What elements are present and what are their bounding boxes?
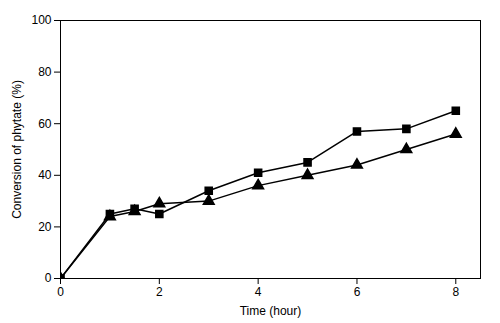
svg-text:0: 0 <box>57 285 64 299</box>
svg-text:40: 40 <box>38 168 52 182</box>
svg-text:60: 60 <box>38 117 52 131</box>
svg-text:80: 80 <box>38 65 52 79</box>
svg-text:Time (hour): Time (hour) <box>240 304 302 318</box>
svg-text:4: 4 <box>255 285 262 299</box>
svg-text:20: 20 <box>38 220 52 234</box>
svg-text:6: 6 <box>354 285 361 299</box>
svg-text:Conversion of phytate (%): Conversion of phytate (%) <box>10 80 24 219</box>
svg-text:8: 8 <box>452 285 459 299</box>
svg-text:100: 100 <box>31 13 51 27</box>
svg-text:2: 2 <box>156 285 163 299</box>
svg-text:0: 0 <box>45 271 52 285</box>
